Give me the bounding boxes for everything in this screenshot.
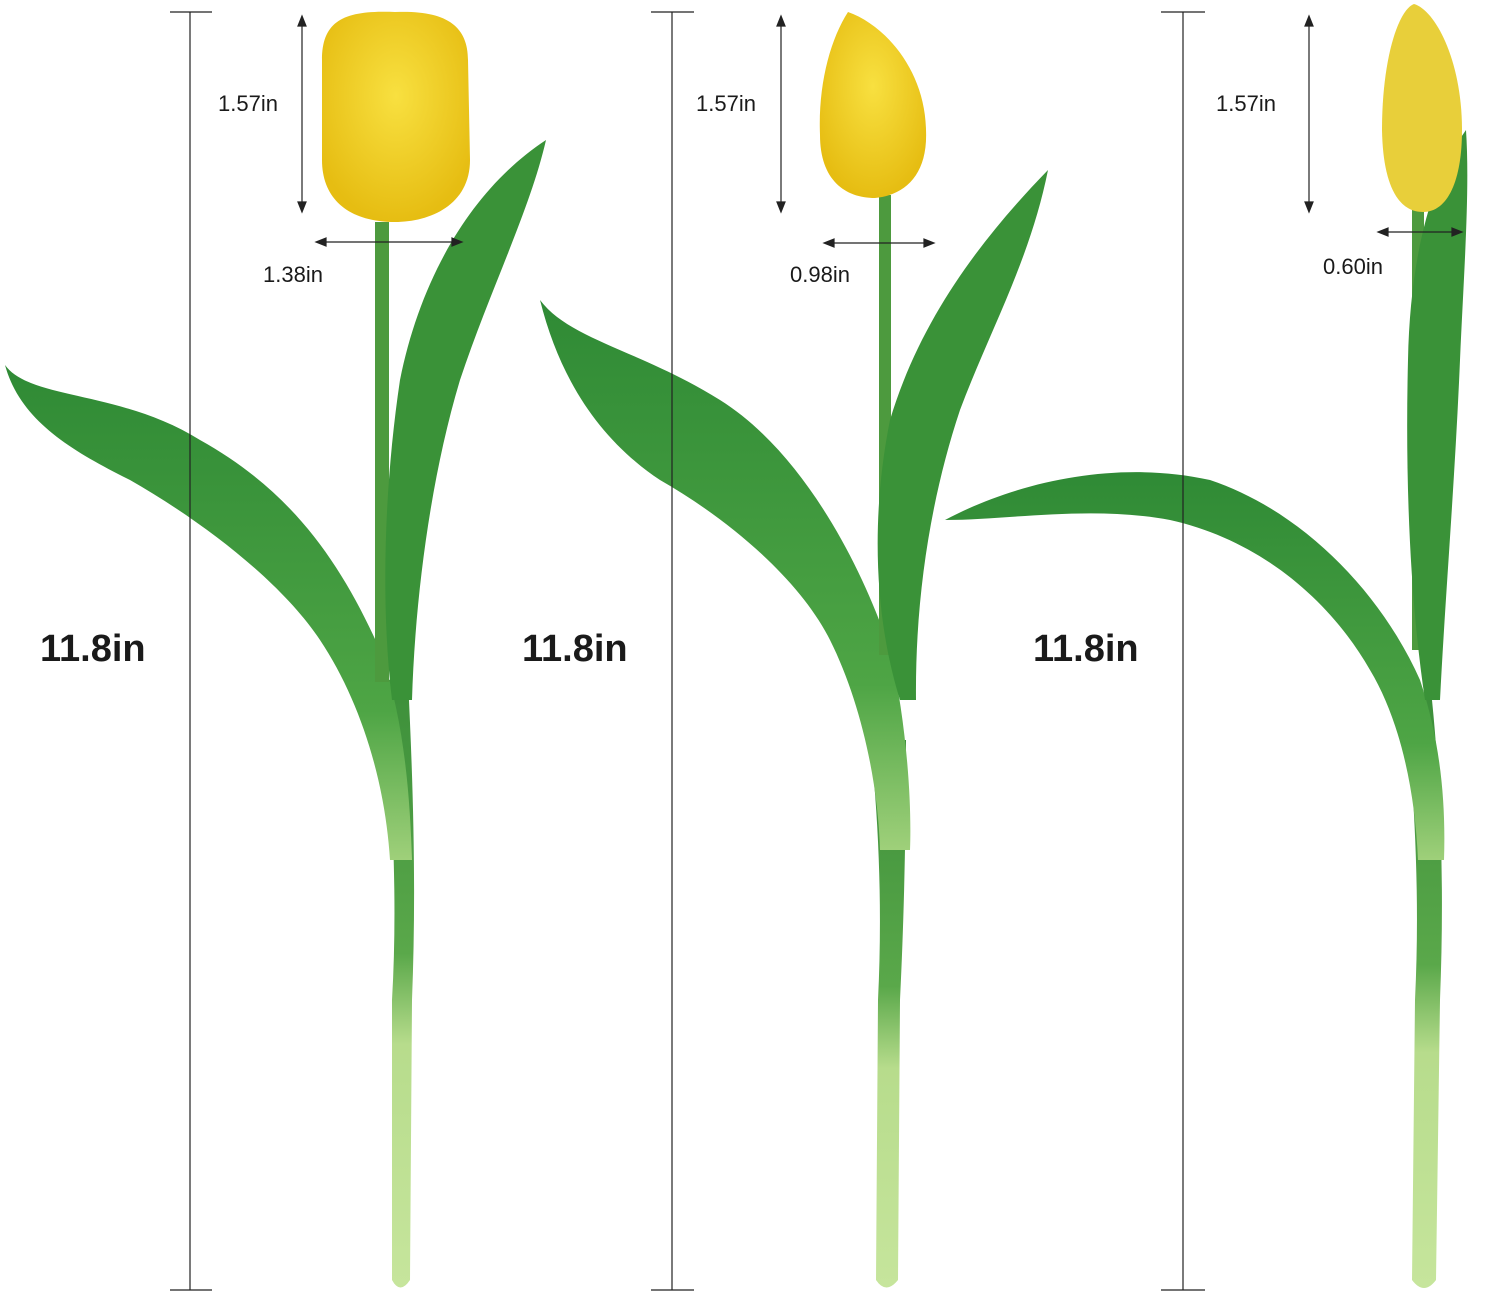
height-label-3: 11.8in (1033, 628, 1139, 670)
height-label-1: 11.8in (40, 628, 146, 670)
bloom-height-2 (776, 14, 786, 214)
bloom-width-1 (314, 237, 464, 247)
leaf-left (945, 472, 1445, 860)
bloom (819, 12, 927, 198)
bloom-height-1 (297, 14, 307, 214)
tulip-3 (945, 4, 1468, 1288)
bloom-width-label-1: 1.38in (263, 262, 323, 287)
bloom-width-label-3: 0.60in (1323, 254, 1383, 279)
height-line-2 (651, 11, 694, 1291)
bloom-height-label-2: 1.57in (696, 91, 756, 116)
tulip-2 (540, 12, 1048, 1288)
height-label-2: 11.8in (522, 628, 628, 670)
height-line-1 (170, 11, 212, 1291)
measurement-lines (170, 11, 1464, 1291)
bloom-width-2 (822, 238, 936, 248)
bloom-width-label-2: 0.98in (790, 262, 850, 287)
bloom (322, 11, 470, 222)
leaf-left (5, 365, 412, 860)
bloom-height-label-3: 1.57in (1216, 91, 1276, 116)
lower-stem (870, 740, 906, 1288)
leaf-right (1407, 130, 1468, 700)
height-line-3 (1161, 11, 1205, 1291)
bloom-height-3 (1304, 14, 1314, 214)
bloom-height-label-1: 1.57in (218, 91, 278, 116)
tulip-1 (5, 11, 546, 1288)
leaf-left (540, 300, 911, 850)
leaf-right (877, 170, 1048, 700)
leaf-right (385, 140, 546, 700)
bloom (1382, 4, 1462, 212)
bloom-width-3 (1376, 227, 1464, 237)
